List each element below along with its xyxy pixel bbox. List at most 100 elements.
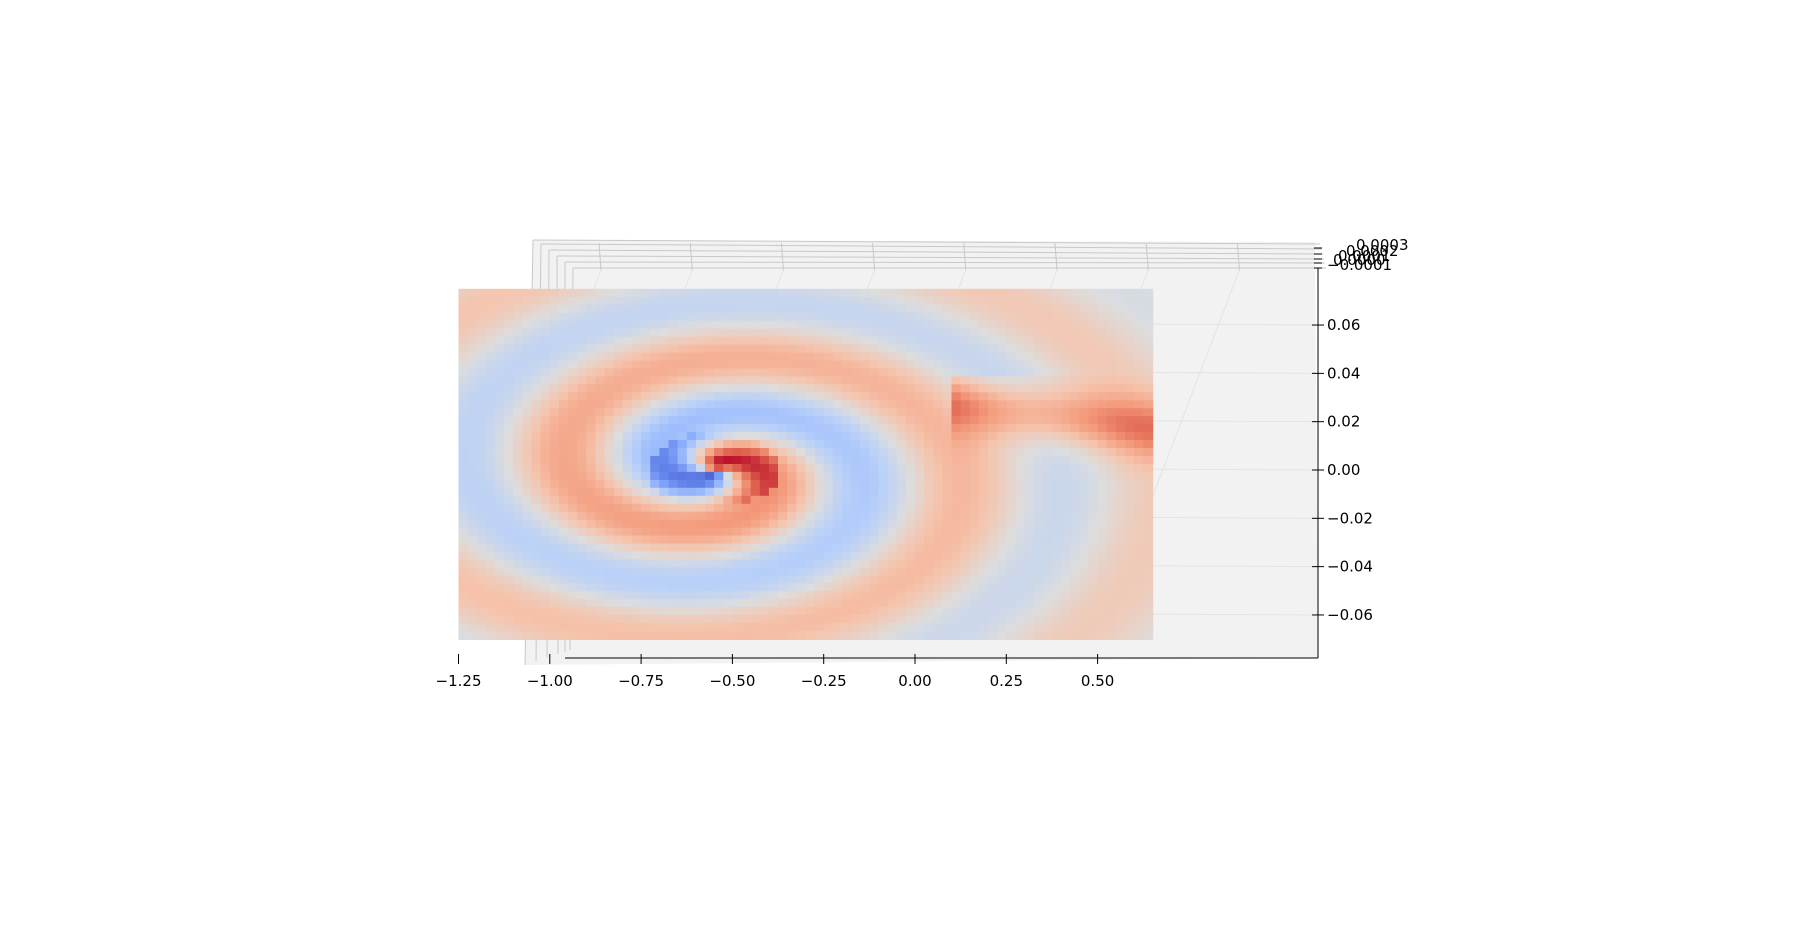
- surface-cell: [677, 519, 688, 529]
- surface-cell: [1070, 448, 1081, 457]
- surface-cell: [495, 384, 505, 394]
- surface-cell: [1115, 527, 1126, 537]
- surface-cell: [969, 511, 980, 521]
- surface-cell: [1106, 312, 1117, 322]
- surface-cell: [549, 344, 560, 354]
- surface-cell: [759, 312, 770, 322]
- surface-cell: [988, 296, 998, 306]
- surface-cell: [1052, 551, 1062, 561]
- surface-cell: [549, 511, 560, 521]
- surface-cell: [1052, 527, 1062, 537]
- surface-cell: [1042, 631, 1053, 640]
- surface-cell: [1042, 320, 1053, 330]
- surface-cell: [814, 503, 825, 513]
- surface-cell: [1088, 487, 1099, 497]
- surface-cell: [896, 615, 907, 624]
- surface-cell: [860, 511, 871, 521]
- surface-cell: [960, 288, 971, 298]
- surface-cell: [641, 623, 651, 632]
- surface-cell: [677, 384, 688, 394]
- surface-cell: [723, 440, 734, 449]
- surface-cell: [1006, 376, 1017, 386]
- surface-cell: [695, 559, 706, 569]
- surface-cell: [759, 328, 770, 338]
- surface-cell: [978, 304, 989, 314]
- surface-cell: [595, 503, 606, 513]
- surface-cell: [969, 376, 980, 386]
- surface-cell: [1143, 320, 1154, 330]
- surface-cell: [531, 360, 542, 370]
- surface-cell: [1097, 456, 1108, 465]
- surface-cell: [522, 527, 533, 537]
- surface-cell: [1033, 583, 1044, 593]
- surface-cell: [723, 392, 734, 402]
- surface-cell: [997, 471, 1008, 481]
- surface-cell: [650, 424, 661, 433]
- surface-cell: [686, 559, 697, 569]
- surface-cell: [750, 440, 761, 449]
- surface-cell: [549, 312, 560, 322]
- surface-cell: [1052, 296, 1062, 306]
- surface-cell: [695, 416, 706, 425]
- surface-cell: [467, 464, 478, 473]
- surface-cell: [997, 296, 1008, 306]
- surface-cell: [887, 615, 898, 624]
- surface-cell: [878, 392, 889, 402]
- surface-cell: [522, 487, 533, 497]
- surface-cell: [951, 320, 962, 330]
- surface-cell: [1024, 312, 1035, 322]
- surface-cell: [869, 408, 880, 417]
- surface-cell: [714, 559, 724, 569]
- surface-cell: [531, 328, 542, 338]
- surface-cell: [924, 344, 934, 354]
- surface-cell: [1097, 360, 1108, 370]
- surface-cell: [668, 495, 679, 505]
- surface-cell: [741, 288, 752, 298]
- surface-cell: [668, 336, 679, 346]
- surface-cell: [668, 631, 679, 640]
- surface-cell: [495, 543, 505, 553]
- surface-cell: [531, 416, 542, 425]
- surface-cell: [887, 543, 898, 553]
- surface-cell: [714, 471, 724, 481]
- surface-cell: [1097, 312, 1108, 322]
- surface-cell: [604, 384, 615, 394]
- surface-cell: [723, 495, 734, 505]
- surface-cell: [1106, 344, 1117, 354]
- surface-cell: [549, 296, 560, 306]
- surface-cell: [622, 511, 633, 521]
- surface-cell: [1134, 567, 1144, 577]
- surface-cell: [586, 591, 597, 601]
- surface-cell: [1015, 567, 1026, 577]
- surface-cell: [1015, 559, 1026, 569]
- surface-cell: [768, 448, 779, 457]
- surface-cell: [476, 535, 487, 545]
- surface-cell: [1079, 448, 1090, 457]
- surface-cell: [485, 448, 496, 457]
- surface-cell: [705, 312, 715, 322]
- surface-cell: [1079, 551, 1090, 561]
- surface-cell: [1042, 352, 1053, 362]
- surface-cell: [851, 559, 861, 569]
- surface-cell: [1015, 376, 1026, 386]
- surface-cell: [896, 464, 907, 473]
- surface-cell: [1061, 527, 1071, 537]
- surface-cell: [750, 304, 761, 314]
- surface-cell: [750, 631, 761, 640]
- surface-cell: [476, 551, 487, 561]
- surface-cell: [677, 376, 688, 386]
- surface-cell: [988, 360, 998, 370]
- surface-cell: [823, 519, 834, 529]
- surface-cell: [531, 384, 542, 394]
- surface-cell: [467, 599, 478, 609]
- surface-cell: [768, 344, 779, 354]
- surface-cell: [1033, 503, 1044, 513]
- surface-cell: [942, 320, 953, 330]
- surface-cell: [522, 328, 533, 338]
- surface-cell: [695, 448, 706, 457]
- surface-cell: [814, 392, 825, 402]
- surface-cell: [997, 583, 1008, 593]
- surface-cell: [495, 591, 505, 601]
- surface-cell: [586, 559, 597, 569]
- surface-cell: [924, 296, 934, 306]
